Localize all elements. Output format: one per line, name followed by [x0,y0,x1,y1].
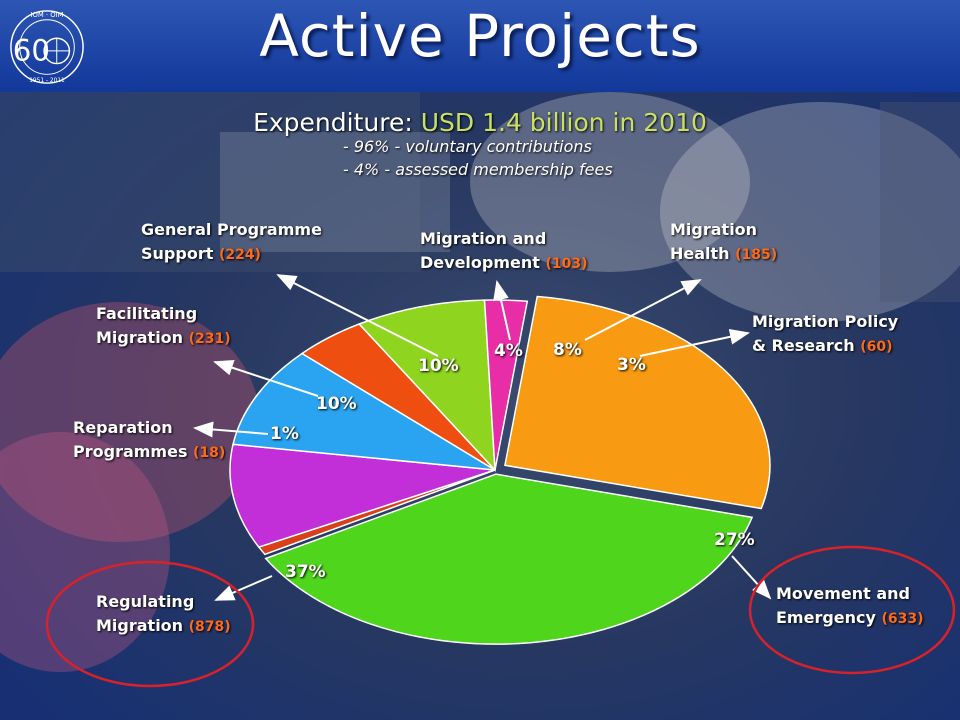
highlight-circle-movement [748,545,956,675]
pct-development: 4% [494,341,523,361]
pct-policy: 3% [617,355,646,375]
pie-slice-facilitating [229,443,496,548]
note-voluntary: - 96% - voluntary contributions [343,137,592,156]
label-reparation: Reparation Programmes (18) [73,418,226,461]
pct-health: 8% [553,340,582,360]
label-health: Migration Health (185) [670,220,778,263]
leader-arrow-gps [276,274,439,357]
pct-movement: 27% [714,530,755,550]
pie-slice-movement [504,295,771,510]
pct-regulating: 37% [285,562,326,582]
slide-title: Active Projects [259,2,701,70]
highlight-circle-regulating [45,560,255,688]
label-facilitating: Facilitating Migration (231) [96,304,231,347]
leader-arrow-development [493,280,511,341]
logo-number: 60 [13,34,50,68]
svg-text:1951 - 2011: 1951 - 2011 [29,78,65,84]
iom-logo: IOM · OIM 60 1951 - 2011 [10,10,84,84]
pct-reparation: 1% [270,424,299,444]
pct-gps: 10% [418,356,459,376]
header-bar [0,0,960,92]
pie-slice-regulating [264,473,754,645]
label-policy: Migration Policy & Research (60) [752,312,899,355]
label-regulating: Regulating Migration (878) [96,592,231,635]
pct-facilitating: 10% [316,394,357,414]
svg-text:IOM · OIM: IOM · OIM [30,11,63,19]
expenditure-label: Expenditure: [253,108,413,137]
label-development: Migration and Development (103) [420,229,588,272]
leader-arrow-health [584,279,702,341]
label-movement: Movement and Emergency (633) [776,584,924,627]
leader-arrow-movement [731,555,772,600]
pie-slice-health [357,299,496,473]
note-fees: - 4% - assessed membership fees [343,160,613,179]
background-photo [0,92,960,720]
expenditure-line: Expenditure: USD 1.4 billion in 2010 [0,108,960,137]
leader-arrow-regulating [214,575,273,601]
expenditure-value: USD 1.4 billion in 2010 [420,108,707,137]
pie-slice-gps [232,352,496,471]
leader-arrow-policy [639,328,750,357]
leader-arrow-reparation [193,421,269,438]
leader-arrow-facilitating [213,360,319,397]
label-gps: General Programme Support (224) [141,220,322,263]
